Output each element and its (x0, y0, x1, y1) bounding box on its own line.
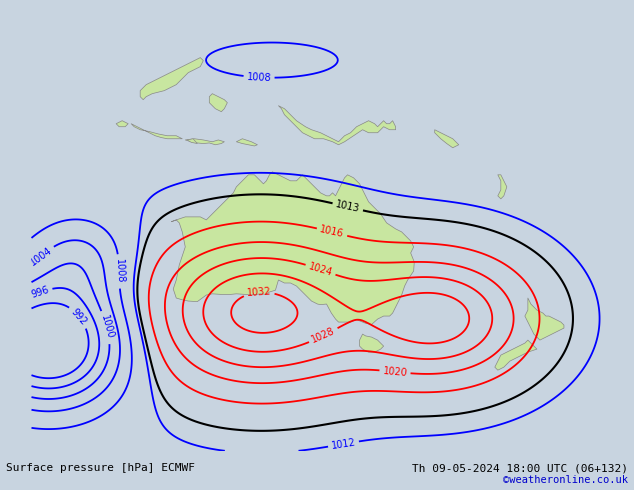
Text: 1028: 1028 (310, 326, 337, 345)
Text: 1012: 1012 (330, 437, 356, 451)
Text: Th 09-05-2024 18:00 UTC (06+132): Th 09-05-2024 18:00 UTC (06+132) (411, 463, 628, 473)
Text: 1020: 1020 (382, 366, 408, 378)
Text: 1032: 1032 (247, 287, 271, 298)
Text: 1013: 1013 (335, 199, 361, 214)
Text: 1016: 1016 (319, 224, 345, 240)
Text: 992: 992 (69, 306, 89, 327)
Text: 1008: 1008 (113, 259, 125, 284)
Text: 1024: 1024 (307, 261, 334, 278)
Text: Surface pressure [hPa] ECMWF: Surface pressure [hPa] ECMWF (6, 463, 195, 473)
Text: 1008: 1008 (247, 72, 271, 83)
Text: 996: 996 (30, 285, 50, 300)
Text: 1000: 1000 (99, 314, 115, 341)
Text: 1004: 1004 (28, 245, 54, 268)
Text: ©weatheronline.co.uk: ©weatheronline.co.uk (503, 475, 628, 485)
